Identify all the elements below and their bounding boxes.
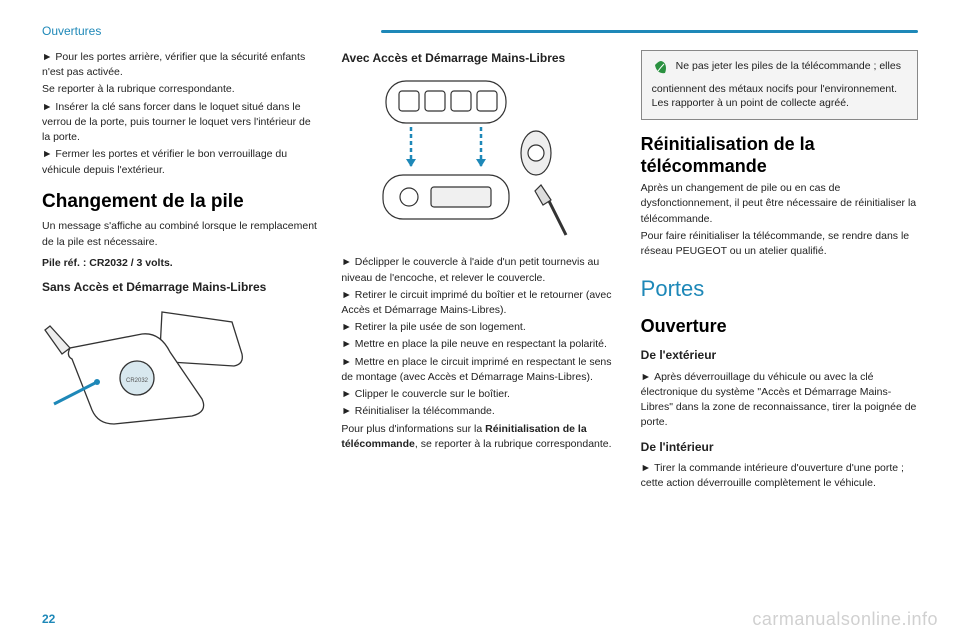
col2-subheading-avec: Avec Accès et Démarrage Mains-Libres [341, 50, 618, 67]
col3-p1: Après un changement de pile ou en cas de… [641, 181, 918, 227]
bullet-arrow-icon: ► [42, 51, 52, 63]
col3-heading-ouverture: Ouverture [641, 313, 918, 339]
bullet-arrow-icon: ► [341, 338, 351, 350]
col2-bullet-5: ►Mettre en place le circuit imprimé en r… [341, 355, 618, 385]
bullet-arrow-icon: ► [42, 101, 52, 113]
col1-b1-text: Pour les portes arrière, vérifier que la… [42, 51, 305, 78]
col3-bullet-1: ►Après déverrouillage du véhicule ou ave… [641, 370, 918, 431]
col2-end-b: , se reporter à la rubrique correspondan… [415, 438, 612, 450]
col3-p2: Pour faire réinitialiser la télécommande… [641, 229, 918, 259]
column-1: ►Pour les portes arrière, vérifier que l… [42, 50, 319, 610]
col2-b1-text: Déclipper le couvercle à l'aide d'un pet… [341, 256, 599, 283]
header-rule [381, 30, 918, 33]
column-3: Ne pas jeter les piles de la télécommand… [641, 50, 918, 610]
col2-bullet-7: ► Réinitialiser la télécommande. [341, 404, 618, 419]
bullet-arrow-icon: ► [42, 148, 52, 160]
col1-pile-ref: Pile réf. : CR2032 / 3 volts. [42, 256, 319, 271]
col1-bullet-1: ►Pour les portes arrière, vérifier que l… [42, 50, 319, 80]
col3-b2-text: Tirer la commande intérieure d'ouverture… [641, 462, 904, 489]
bullet-arrow-icon: ► [341, 388, 351, 400]
bullet-arrow-icon: ► [341, 405, 351, 417]
col2-b5-text: Mettre en place le circuit imprimé en re… [341, 356, 611, 383]
col2-bullet-6: ► Clipper le couvercle sur le boîtier. [341, 387, 618, 402]
bullet-arrow-icon: ► [341, 356, 351, 368]
figure-key-battery-2 [341, 75, 571, 245]
bullet-arrow-icon: ► [341, 321, 351, 333]
col2-bullet-2: ►Retirer le circuit imprimé du boîtier e… [341, 288, 618, 318]
watermark: carmanualsonline.info [752, 609, 938, 630]
bullet-arrow-icon: ► [641, 462, 651, 474]
col1-heading-changement: Changement de la pile [42, 188, 319, 216]
col3-subheading-int: De l'intérieur [641, 439, 918, 456]
header-section-title: Ouvertures [42, 24, 101, 38]
col1-b3-text: Fermer les portes et vérifier le bon ver… [42, 148, 287, 175]
page-header: Ouvertures [42, 24, 918, 38]
col1-p4: Un message s'affiche au combiné lorsque … [42, 219, 319, 249]
content-columns: ►Pour les portes arrière, vérifier que l… [42, 50, 918, 610]
col2-b3-text: Retirer la pile usée de son logement. [355, 321, 526, 333]
col1-b2-text: Insérer la clé sans forcer dans le loque… [42, 101, 311, 143]
col1-bullet-2: ►Insérer la clé sans forcer dans le loqu… [42, 100, 319, 146]
column-2: Avec Accès et Démarrage Mains-Libres [341, 50, 618, 610]
col1-subheading-sans: Sans Accès et Démarrage Mains-Libres [42, 279, 319, 296]
eco-info-box: Ne pas jeter les piles de la télécommand… [641, 50, 918, 120]
bullet-arrow-icon: ► [341, 256, 351, 268]
col3-b1-text: Après déverrouillage du véhicule ou avec… [641, 371, 917, 429]
col2-bullet-1: ►Déclipper le couvercle à l'aide d'un pe… [341, 255, 618, 285]
leaf-icon [652, 59, 670, 82]
page-number: 22 [42, 612, 55, 626]
col2-b7-text: Réinitialiser la télécommande. [355, 405, 495, 417]
col2-bullet-4: ► Mettre en place la pile neuve en respec… [341, 337, 618, 352]
col2-end-para: Pour plus d'informations sur la Réinitia… [341, 422, 618, 452]
col2-bullet-3: ► Retirer la pile usée de son logement. [341, 320, 618, 335]
figure-key-battery-1: CR2032 [42, 304, 272, 449]
col2-end-a: Pour plus d'informations sur la [341, 423, 485, 435]
col3-bullet-2: ►Tirer la commande intérieure d'ouvertur… [641, 461, 918, 491]
eco-info-text: Ne pas jeter les piles de la télécommand… [652, 60, 901, 109]
col1-p1-cont: Se reporter à la rubrique correspondante… [42, 82, 319, 97]
col2-b2-text: Retirer le circuit imprimé du boîtier et… [341, 289, 611, 316]
col2-b4-text: Mettre en place la pile neuve en respect… [355, 338, 607, 350]
bullet-arrow-icon: ► [341, 289, 351, 301]
col3-heading-reinit: Réinitialisation de la télécommande [641, 134, 918, 177]
bullet-arrow-icon: ► [641, 371, 651, 383]
col1-bullet-3: ►Fermer les portes et vérifier le bon ve… [42, 147, 319, 177]
svg-text:CR2032: CR2032 [126, 378, 149, 384]
col3-subheading-ext: De l'extérieur [641, 347, 918, 364]
col2-b6-text: Clipper le couvercle sur le boîtier. [355, 388, 510, 400]
col3-heading-portes: Portes [641, 273, 918, 305]
